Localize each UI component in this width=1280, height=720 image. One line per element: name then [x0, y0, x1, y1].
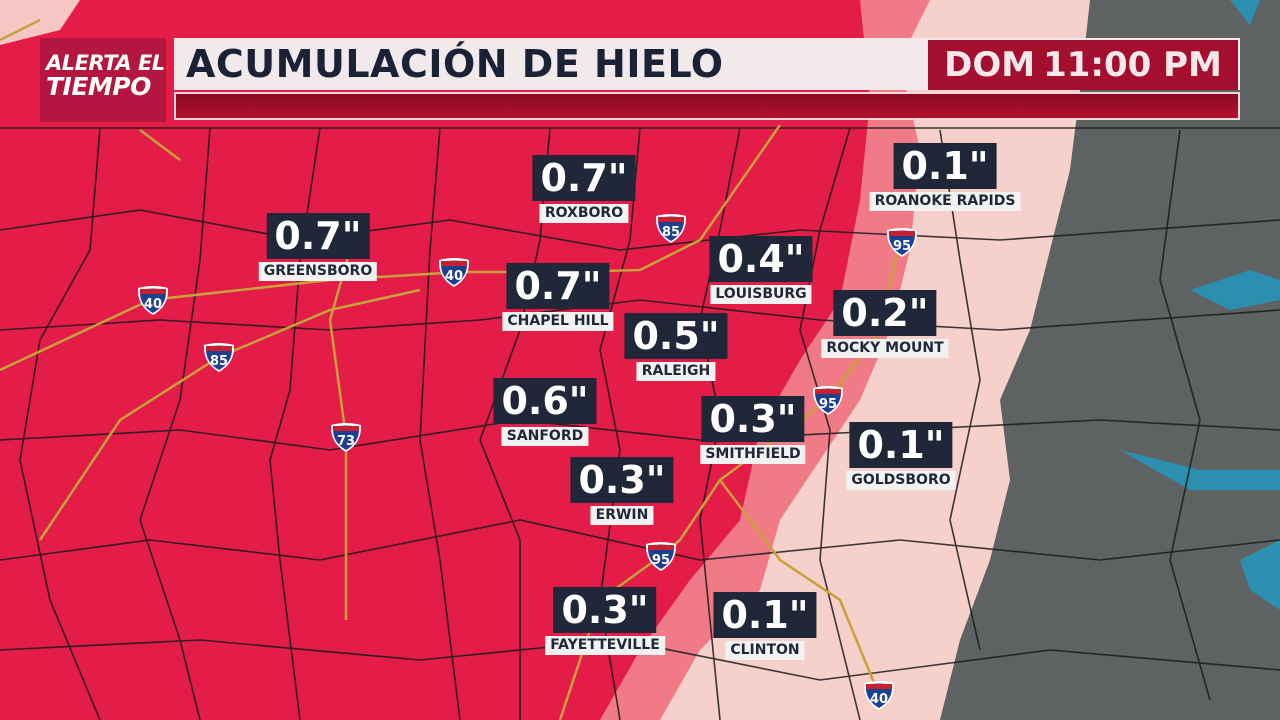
- interstate-shield-icon: 95: [885, 226, 919, 258]
- city-label: 0.6" SANFORD: [493, 378, 597, 446]
- svg-text:95: 95: [819, 397, 837, 412]
- city-label: 0.1" ROANOKE RAPIDS: [869, 143, 1021, 211]
- ice-amount: 0.1": [713, 592, 817, 638]
- svg-text:73: 73: [337, 434, 355, 449]
- svg-text:85: 85: [662, 225, 680, 240]
- ice-amount: 0.3": [701, 396, 805, 442]
- city-name: CHAPEL HILL: [502, 312, 614, 331]
- city-name: GOLDSBORO: [846, 471, 956, 490]
- city-label: 0.5" RALEIGH: [624, 313, 728, 381]
- svg-text:95: 95: [652, 553, 670, 568]
- city-name: LOUISBURG: [710, 285, 812, 304]
- ice-amount: 0.3": [553, 587, 657, 633]
- city-name: ERWIN: [590, 506, 654, 525]
- city-label: 0.1" CLINTON: [713, 592, 817, 660]
- city-label: 0.3" SMITHFIELD: [700, 396, 806, 464]
- interstate-shield-icon: 95: [811, 384, 845, 416]
- logo-line1: ALERTA EL: [46, 51, 165, 75]
- svg-text:40: 40: [445, 269, 463, 284]
- city-name: FAYETTEVILLE: [545, 636, 665, 655]
- city-label: 0.4" LOUISBURG: [709, 236, 813, 304]
- interstate-shield-icon: 40: [862, 679, 896, 711]
- interstate-shield-icon: 85: [202, 341, 236, 373]
- no-ice-zone: [940, 0, 1280, 720]
- svg-text:85: 85: [210, 354, 228, 369]
- city-name: GREENSBORO: [258, 262, 378, 281]
- ice-amount: 0.2": [833, 290, 937, 336]
- city-label: 0.2" ROCKY MOUNT: [821, 290, 949, 358]
- ice-amount: 0.7": [532, 155, 636, 201]
- ice-amount: 0.3": [570, 457, 674, 503]
- ice-amount: 0.6": [493, 378, 597, 424]
- city-label: 0.3" ERWIN: [570, 457, 674, 525]
- city-name: ROXBORO: [539, 204, 629, 223]
- svg-text:95: 95: [893, 239, 911, 254]
- svg-text:40: 40: [870, 692, 888, 707]
- water: [1120, 0, 1280, 610]
- forecast-time: DOM 11:00 PM: [928, 40, 1238, 90]
- ice-amount: 0.1": [893, 143, 997, 189]
- interstate-shield-icon: 85: [654, 212, 688, 244]
- ice-amount: 0.7": [506, 263, 610, 309]
- interstate-shield-icon: 40: [437, 256, 471, 288]
- city-name: ROCKY MOUNT: [821, 339, 949, 358]
- logo-line2: TIEMPO: [46, 72, 151, 101]
- city-label: 0.7" ROXBORO: [532, 155, 636, 223]
- interstate-shield-icon: 40: [136, 284, 170, 316]
- city-name: SMITHFIELD: [700, 445, 806, 464]
- city-name: SANFORD: [501, 427, 589, 446]
- title-underbar: [174, 92, 1240, 120]
- svg-text:40: 40: [144, 297, 162, 312]
- page-title: ACUMULACIÓN DE HIELO: [186, 42, 724, 86]
- city-label: 0.7" CHAPEL HILL: [502, 263, 614, 331]
- city-name: RALEIGH: [636, 362, 716, 381]
- city-name: CLINTON: [725, 641, 805, 660]
- city-label: 0.1" GOLDSBORO: [846, 422, 956, 490]
- ice-amount: 0.7": [266, 213, 370, 259]
- forecast-day: DOM: [944, 45, 1036, 85]
- forecast-clock: 11:00 PM: [1043, 45, 1222, 85]
- city-label: 0.7" GREENSBORO: [258, 213, 378, 281]
- city-label: 0.3" FAYETTEVILLE: [545, 587, 665, 655]
- ice-amount: 0.1": [849, 422, 953, 468]
- alerta-el-tiempo-logo: ALERTA EL TIEMPO: [40, 38, 166, 122]
- ice-amount: 0.5": [624, 313, 728, 359]
- ice-amount: 0.4": [709, 236, 813, 282]
- interstate-shield-icon: 95: [644, 540, 678, 572]
- interstate-shield-icon: 73: [329, 421, 363, 453]
- city-name: ROANOKE RAPIDS: [869, 192, 1021, 211]
